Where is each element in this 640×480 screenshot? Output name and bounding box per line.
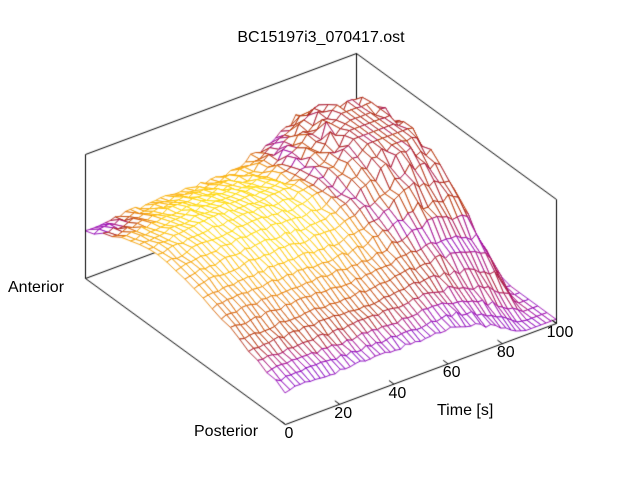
- x-tick-label: 40: [388, 384, 407, 402]
- anterior-axis-label: Anterior: [8, 279, 65, 296]
- plot-title: BC15197i3_070417.ost: [237, 29, 405, 46]
- x-tick-label: 0: [284, 425, 294, 443]
- x-tick-label: 100: [546, 324, 574, 342]
- posterior-axis-label: Posterior: [194, 423, 259, 440]
- x-tick-label: 80: [496, 344, 515, 362]
- x-tick-label: 60: [442, 364, 461, 382]
- time-axis-label: Time [s]: [437, 402, 494, 419]
- x-tick-label: 20: [334, 405, 353, 422]
